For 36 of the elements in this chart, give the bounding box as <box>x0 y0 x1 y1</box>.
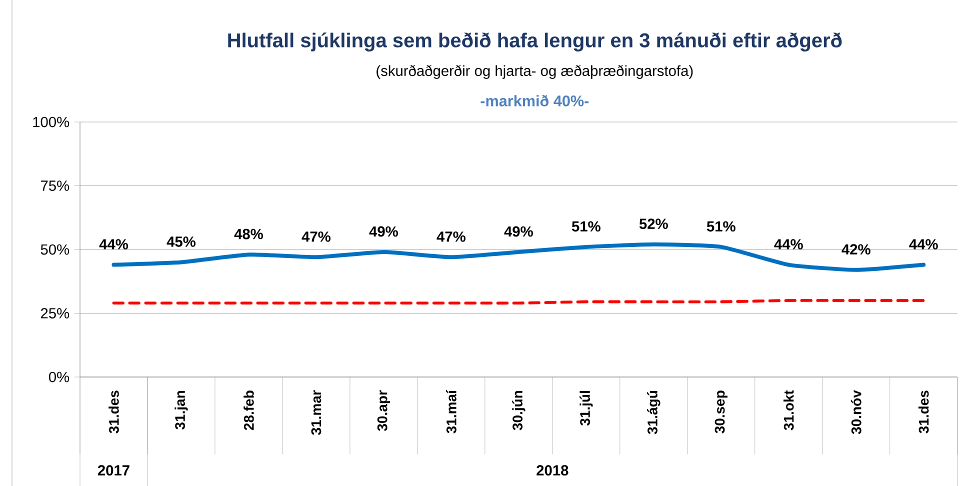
data-label: 44% <box>909 239 938 250</box>
x-tick-label: 31.des <box>108 390 119 434</box>
data-label: 44% <box>774 239 803 250</box>
x-tick-label: 31.des <box>918 390 929 434</box>
y-tick-label: 100% <box>33 116 70 128</box>
chart-subtitle: (skurðaðgerðir og hjarta- og æðaþræðingarstofa) <box>376 65 693 79</box>
x-tick-label: 31.okt <box>783 390 794 430</box>
data-label: 45% <box>166 236 196 247</box>
x-tick-label: 31.maí <box>446 390 456 434</box>
y-tick-label: 75% <box>41 180 70 191</box>
x-tick-label: 31.jan <box>174 390 188 430</box>
x-tick-label: 30.jún <box>512 390 526 430</box>
data-label: 51% <box>572 221 600 232</box>
text: 2018 <box>536 465 568 476</box>
data-label: 51% <box>706 221 736 232</box>
data-label: 48% <box>234 228 264 240</box>
chart-title: Hlutfall sjúklinga sem beðið hafa lengur en 3 mánuði eftir aðgerð <box>228 32 842 52</box>
x-tick-label: 28.feb <box>244 390 254 430</box>
text: 2017 <box>98 465 130 476</box>
x-tick-label: 31.júl <box>580 391 593 426</box>
x-tick-label: 30.apr <box>377 390 390 432</box>
data-label: 52% <box>639 218 668 230</box>
data-label: 42% <box>842 244 870 255</box>
y-tick-label: 50% <box>40 244 70 255</box>
data-label: 49% <box>504 226 533 237</box>
data-label: 47% <box>302 231 330 242</box>
y-tick-label: 0% <box>48 372 70 382</box>
x-tick-label: 31.mar <box>311 390 322 435</box>
y-tick-label: 25% <box>40 308 70 318</box>
x-tick-label: 30.nóv <box>850 390 862 434</box>
data-label: 47% <box>436 231 466 242</box>
data-label: 44% <box>99 239 128 250</box>
text: -markmið 40%- <box>480 94 589 106</box>
x-tick-label: 30.sep <box>714 390 728 434</box>
x-tick-label: 31.ágú <box>647 390 660 434</box>
data-label: 49% <box>369 226 398 237</box>
